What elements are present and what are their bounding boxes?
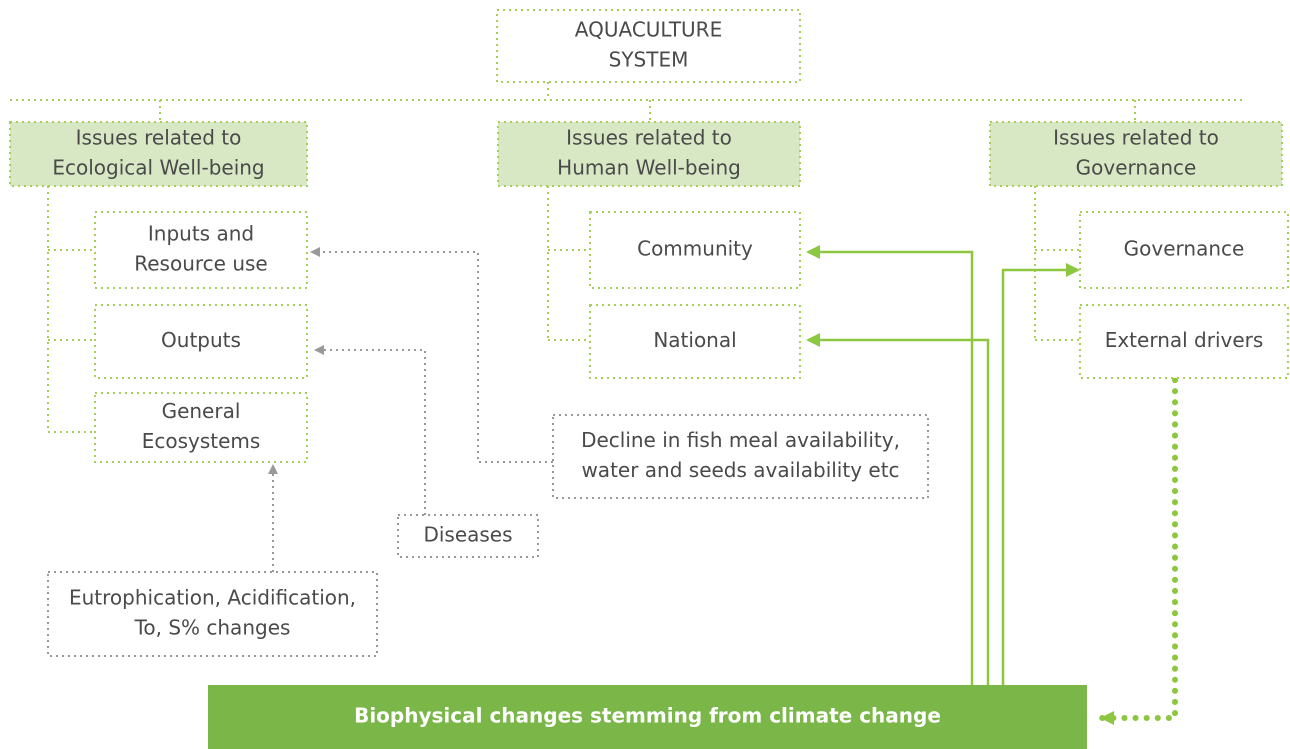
sub-issue-box [589, 304, 801, 379]
sub-issue-label: Ecosystems [142, 429, 261, 453]
category-label: Issues related to [76, 126, 242, 150]
sub-issue-box [1079, 211, 1289, 289]
root-label: SYSTEM [609, 48, 689, 72]
sub-issue-label: National [653, 328, 736, 352]
climate-bar-label: Biophysical changes stemming from climat… [354, 704, 941, 728]
sub-issue-box [94, 392, 308, 463]
root-box [496, 9, 801, 83]
sub-issue-box [94, 211, 308, 289]
category-label: Issues related to [1053, 126, 1219, 150]
driver-box [47, 571, 378, 657]
driver-label: To, S% changes [134, 616, 291, 640]
category-label: Ecological Well-being [52, 156, 264, 180]
sub-issue-label: Outputs [161, 328, 241, 352]
category-label: Governance [1076, 156, 1197, 180]
driver-box [552, 414, 929, 499]
sub-issue-label: Resource use [134, 252, 267, 276]
sub-issue-box [94, 304, 308, 379]
sub-issue-label: Governance [1124, 237, 1245, 261]
sub-issue-label: Community [637, 237, 753, 261]
category-box [9, 121, 308, 187]
nodes: AQUACULTURE SYSTEM Issues related to Ecolog… [9, 9, 1289, 749]
category-label: Issues related to [566, 126, 732, 150]
sub-issue-box [589, 211, 801, 289]
driver-label: Diseases [423, 523, 512, 547]
sub-issue-label: Inputs and [148, 222, 254, 246]
category-box [497, 121, 801, 187]
sub-issue-box [1079, 304, 1289, 379]
gray-arrows [268, 247, 553, 572]
driver-label: Eutrophication, Acidification, [69, 586, 356, 610]
root-label: AQUACULTURE [575, 18, 722, 42]
tree-connectors [10, 82, 1245, 433]
sub-issue-label: External drivers [1105, 328, 1264, 352]
driver-label: Decline in fish meal availability, [581, 428, 900, 452]
climate-bar-box [208, 685, 1087, 749]
sub-issue-label: General [162, 399, 241, 423]
green-arrows [806, 245, 1178, 725]
driver-box [397, 514, 539, 558]
category-box [989, 121, 1283, 187]
driver-label: water and seeds availability etc [581, 458, 899, 482]
category-label: Human Well-being [557, 156, 741, 180]
